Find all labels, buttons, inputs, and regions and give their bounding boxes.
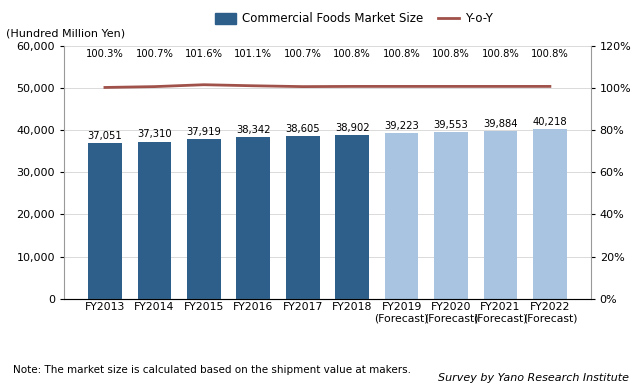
Text: 38,902: 38,902 [335,123,369,133]
Bar [335,135,369,299]
Text: 100.8%: 100.8% [531,49,569,59]
Text: 100.7%: 100.7% [284,49,322,59]
Bar [483,131,517,299]
Text: 40,218: 40,218 [533,117,568,127]
Bar [286,136,320,299]
Bar [385,134,419,299]
Text: 100.8%: 100.8% [383,49,421,59]
Text: 100.8%: 100.8% [432,49,470,59]
Bar [88,142,122,299]
Text: 100.8%: 100.8% [333,49,371,59]
Text: 38,605: 38,605 [286,124,320,134]
Text: (Hundred Million Yen): (Hundred Million Yen) [6,28,126,38]
Text: 100.7%: 100.7% [135,49,173,59]
Text: 39,553: 39,553 [433,120,469,130]
Text: 101.6%: 101.6% [185,49,223,59]
Bar [533,129,567,299]
Text: 37,051: 37,051 [87,131,123,141]
Text: 37,919: 37,919 [186,127,221,137]
Text: Note: The market size is calculated based on the shipment value at makers.: Note: The market size is calculated base… [13,365,411,375]
Text: Survey by Yano Research Institute: Survey by Yano Research Institute [438,373,629,383]
Text: 38,342: 38,342 [236,125,270,135]
Bar [187,139,221,299]
Text: 39,884: 39,884 [483,119,517,129]
Legend: Commercial Foods Market Size, Y-o-Y: Commercial Foods Market Size, Y-o-Y [210,8,498,30]
Text: 101.1%: 101.1% [234,49,272,59]
Text: 100.3%: 100.3% [86,49,124,59]
Bar [236,137,270,299]
Bar [137,142,171,299]
Text: 37,310: 37,310 [137,129,171,139]
Text: 100.8%: 100.8% [482,49,519,59]
Text: 39,223: 39,223 [384,121,419,131]
Bar [434,132,468,299]
